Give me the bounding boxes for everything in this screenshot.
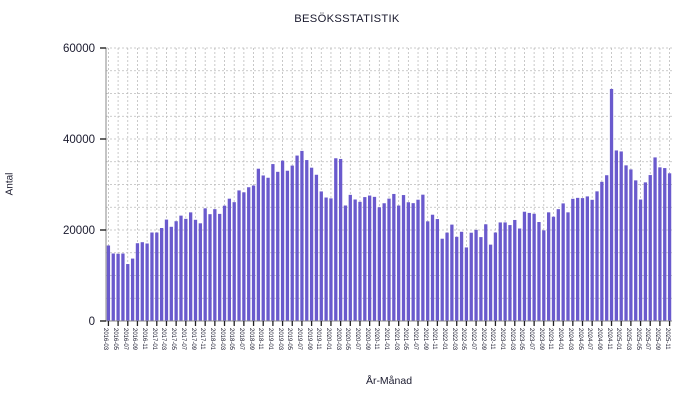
svg-text:20000: 20000 [63, 225, 95, 237]
svg-text:60000: 60000 [63, 43, 95, 55]
svg-text:40000: 40000 [63, 134, 95, 146]
svg-text:0: 0 [89, 316, 95, 328]
